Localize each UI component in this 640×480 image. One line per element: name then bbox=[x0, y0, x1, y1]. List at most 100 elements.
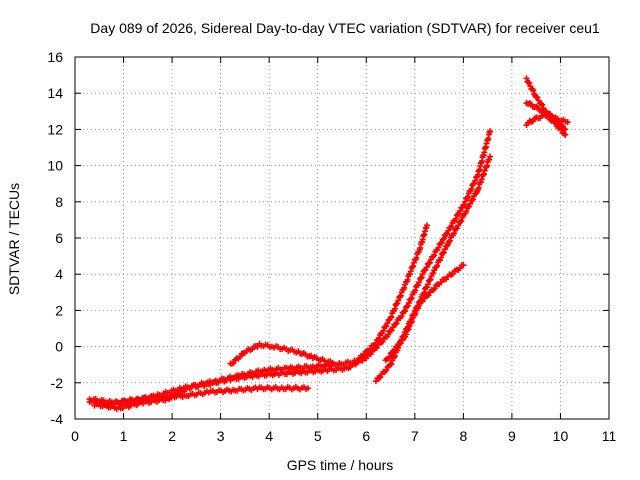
data-point bbox=[461, 201, 468, 208]
data-point bbox=[441, 246, 448, 253]
data-point bbox=[398, 313, 405, 320]
data-point bbox=[457, 219, 464, 226]
data-point bbox=[377, 374, 384, 381]
data-point bbox=[424, 281, 431, 288]
data-point bbox=[425, 292, 432, 299]
data-point bbox=[383, 367, 390, 374]
data-point bbox=[386, 353, 393, 360]
data-point bbox=[558, 126, 565, 133]
data-point bbox=[385, 331, 392, 338]
data-point bbox=[552, 119, 559, 126]
data-point bbox=[391, 305, 398, 312]
data-point bbox=[451, 230, 458, 237]
data-point bbox=[455, 222, 462, 229]
data-point bbox=[487, 128, 494, 135]
data-point bbox=[408, 319, 415, 326]
data-point bbox=[413, 254, 420, 261]
series-track-4 bbox=[372, 153, 494, 385]
data-point bbox=[404, 276, 411, 283]
data-point bbox=[407, 296, 414, 303]
data-point bbox=[401, 284, 408, 291]
data-point bbox=[564, 119, 571, 126]
data-point bbox=[463, 208, 470, 215]
y-tick-label: -2 bbox=[51, 375, 64, 391]
data-point bbox=[462, 198, 469, 205]
data-point bbox=[329, 359, 336, 366]
chart-title: Day 089 of 2026, Sidereal Day-to-day VTE… bbox=[90, 20, 600, 36]
data-point bbox=[414, 305, 421, 312]
data-point bbox=[407, 268, 414, 275]
data-point bbox=[421, 289, 428, 296]
y-tick-label: 4 bbox=[55, 266, 63, 282]
x-tick-label: 11 bbox=[602, 428, 617, 444]
data-point bbox=[446, 237, 453, 244]
series-track-6 bbox=[227, 340, 336, 367]
data-layer bbox=[86, 75, 571, 412]
data-point bbox=[448, 223, 455, 230]
data-point bbox=[363, 355, 370, 362]
data-point bbox=[423, 264, 430, 271]
data-point bbox=[487, 153, 494, 160]
data-point bbox=[305, 385, 312, 392]
x-tick-label: 4 bbox=[265, 428, 273, 444]
data-point bbox=[402, 308, 409, 315]
data-point bbox=[408, 318, 415, 325]
data-point bbox=[380, 327, 387, 334]
data-point bbox=[431, 285, 438, 292]
data-point bbox=[467, 200, 474, 207]
data-point bbox=[562, 131, 569, 138]
series-track-9 bbox=[523, 111, 569, 138]
y-tick-label: 14 bbox=[47, 85, 63, 101]
data-point bbox=[395, 342, 402, 349]
data-point bbox=[388, 313, 395, 320]
y-tick-label: 6 bbox=[55, 230, 63, 246]
data-point bbox=[534, 94, 541, 101]
data-point bbox=[395, 297, 402, 304]
data-point bbox=[445, 227, 452, 234]
x-tick-label: 10 bbox=[553, 428, 569, 444]
data-point bbox=[454, 225, 461, 232]
data-point bbox=[361, 352, 368, 359]
data-point bbox=[472, 177, 479, 184]
data-point bbox=[412, 287, 419, 294]
data-point bbox=[415, 279, 422, 286]
x-tick-label: 7 bbox=[411, 428, 419, 444]
x-tick-label: 0 bbox=[71, 428, 79, 444]
data-point bbox=[405, 326, 412, 333]
data-point bbox=[464, 194, 471, 201]
data-point bbox=[396, 293, 403, 300]
data-point bbox=[391, 353, 398, 360]
data-point bbox=[471, 180, 478, 187]
series-track-5 bbox=[382, 262, 467, 364]
data-point bbox=[427, 276, 434, 283]
data-point bbox=[456, 210, 463, 217]
x-tick-label: 5 bbox=[314, 428, 322, 444]
data-point bbox=[452, 215, 459, 222]
y-tick-label: 10 bbox=[47, 158, 63, 174]
data-point bbox=[404, 302, 411, 309]
data-point bbox=[397, 292, 404, 299]
data-point bbox=[383, 323, 390, 330]
data-point bbox=[440, 235, 447, 242]
data-point bbox=[418, 274, 425, 281]
x-tick-label: 3 bbox=[217, 428, 225, 444]
data-point bbox=[457, 207, 464, 214]
data-point bbox=[438, 254, 445, 261]
data-point bbox=[468, 185, 475, 192]
data-point bbox=[470, 196, 477, 203]
data-point bbox=[447, 224, 454, 231]
x-tick-label: 1 bbox=[120, 428, 128, 444]
data-point bbox=[405, 299, 412, 306]
data-point bbox=[460, 262, 467, 269]
y-axis-label: SDTVAR / TECUs bbox=[6, 183, 22, 295]
y-tick-label: 0 bbox=[55, 339, 63, 355]
data-point bbox=[435, 244, 442, 251]
data-point bbox=[254, 343, 261, 350]
data-point bbox=[415, 302, 422, 309]
data-point bbox=[434, 262, 441, 269]
data-point bbox=[530, 87, 537, 94]
data-point bbox=[402, 331, 409, 338]
x-tick-label: 2 bbox=[168, 428, 176, 444]
